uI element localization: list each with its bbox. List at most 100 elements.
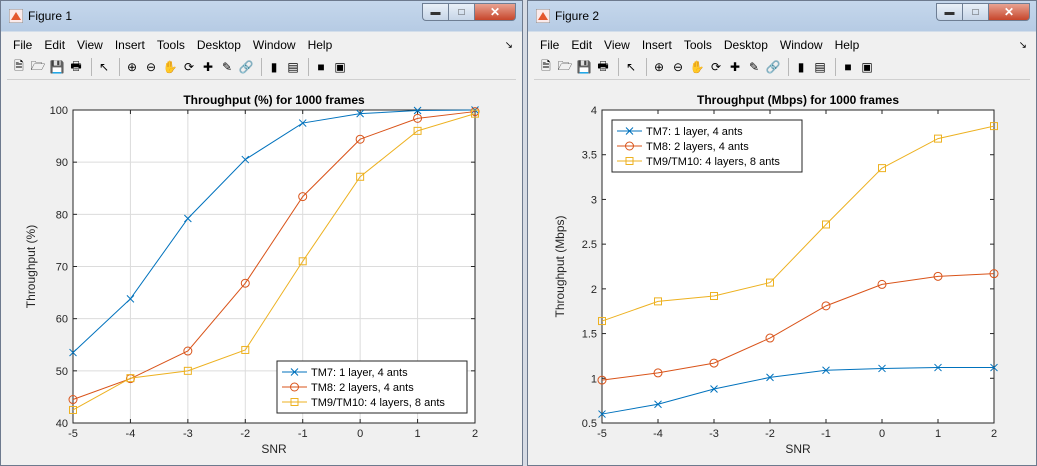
menu-insert[interactable]: Insert (641, 38, 672, 52)
maximize-button[interactable]: □ (448, 3, 474, 21)
menu-view[interactable]: View (604, 38, 630, 52)
open-file-icon[interactable]: 🗁 (557, 58, 573, 73)
menu-desktop[interactable]: Desktop (196, 38, 241, 52)
chart: -5 -4 -3 -2 -1 0 1 2 0.5 1 1.5 2 2.5 3 3.5 4 Throughput … (553, 93, 999, 456)
series-line (72, 111, 476, 400)
data-point (877, 279, 887, 289)
minimize-button[interactable]: ▬ (936, 3, 962, 21)
menu-help[interactable]: Help (834, 38, 860, 52)
menu-edit[interactable]: Edit (44, 38, 66, 52)
y-tick-label: 4 (591, 105, 597, 117)
x-tick-label: 1 (935, 428, 941, 440)
rotate-3d-icon[interactable]: ⟳ (710, 60, 722, 74)
x-tick-label: -1 (298, 428, 308, 440)
toolbar-separator (119, 58, 120, 76)
save-icon[interactable]: 💾 (576, 60, 592, 74)
brush-icon[interactable]: ✎ (221, 60, 233, 74)
close-button[interactable]: ✕ (988, 3, 1030, 21)
colorbar-icon[interactable]: ▮ (797, 60, 805, 74)
toolbar-separator (91, 58, 92, 76)
new-figure-icon[interactable]: 🗎 (541, 58, 551, 73)
series-line (601, 367, 994, 415)
menu-file[interactable]: File (540, 38, 560, 52)
zoom-out-icon[interactable]: ⊖ (145, 60, 157, 74)
data-point (241, 345, 250, 354)
maximize-button[interactable]: □ (962, 3, 988, 21)
save-icon[interactable]: 💾 (49, 60, 65, 74)
y-tick-label: 100 (50, 105, 68, 117)
figure-2-window: Figure 2 ▬ □ ✕ File Edit View Insert Too… (527, 0, 1037, 466)
zoom-in-icon[interactable]: ⊕ (126, 60, 138, 74)
title-bar[interactable]: Figure 2 ▬ □ ✕ (528, 1, 1036, 31)
menu-file[interactable]: File (13, 38, 33, 52)
hide-plot-tools-icon[interactable]: ■ (844, 60, 852, 74)
show-plot-tools-icon[interactable]: ▣ (861, 60, 873, 74)
print-icon[interactable]: 🖶 (597, 58, 609, 73)
show-plot-tools-icon[interactable]: ▣ (334, 60, 346, 74)
toolbar-separator (618, 58, 619, 76)
toolbar-separator (308, 58, 309, 76)
data-point (356, 109, 364, 118)
dock-arrow-icon[interactable]: ↘ (1018, 39, 1027, 51)
figure-1-window: Figure 1 ▬ □ ✕ File Edit View Insert Too… (0, 0, 523, 466)
minimize-icon: ▬ (944, 6, 955, 18)
pan-icon[interactable]: ✋ (162, 60, 178, 74)
close-button[interactable]: ✕ (474, 3, 516, 21)
data-point (290, 368, 299, 376)
link-plot-icon[interactable]: 🔗 (238, 60, 254, 74)
data-point (822, 366, 830, 375)
legend-icon[interactable]: ▤ (287, 60, 299, 74)
toolbar-separator (646, 58, 647, 76)
data-point (413, 126, 422, 135)
rotate-3d-icon[interactable]: ⟳ (183, 60, 195, 74)
data-point (126, 374, 135, 383)
data-cursor-icon[interactable]: ✚ (202, 60, 214, 74)
pan-icon[interactable]: ✋ (689, 60, 705, 74)
zoom-in-icon[interactable]: ⊕ (653, 60, 665, 74)
menu-help[interactable]: Help (307, 38, 333, 52)
brush-icon[interactable]: ✎ (748, 60, 760, 74)
minimize-button[interactable]: ▬ (422, 3, 448, 21)
data-point (183, 366, 192, 375)
legend[interactable] (611, 119, 803, 173)
y-tick-label: 2 (591, 284, 597, 296)
data-point (990, 363, 998, 372)
menu-window[interactable]: Window (779, 38, 823, 52)
data-point (654, 297, 662, 306)
data-point (126, 294, 135, 303)
open-file-icon[interactable]: 🗁 (30, 58, 46, 73)
menu-window[interactable]: Window (252, 38, 296, 52)
data-point (413, 106, 422, 115)
data-point (184, 214, 192, 223)
menu-tools[interactable]: Tools (156, 38, 185, 52)
x-axis-label: SNR (785, 442, 811, 456)
colorbar-icon[interactable]: ▮ (270, 60, 278, 74)
menu-desktop[interactable]: Desktop (723, 38, 768, 52)
dock-arrow-icon[interactable]: ↘ (504, 39, 513, 51)
minimize-icon: ▬ (430, 6, 441, 18)
menu-tools[interactable]: Tools (683, 38, 712, 52)
x-tick-label: -2 (240, 428, 250, 440)
legend-icon[interactable]: ▤ (814, 60, 826, 74)
pointer-icon[interactable]: ↖ (625, 60, 637, 74)
menu-insert[interactable]: Insert (114, 38, 145, 52)
data-point (69, 405, 77, 414)
pointer-icon[interactable]: ↖ (98, 60, 110, 74)
data-cursor-icon[interactable]: ✚ (729, 60, 741, 74)
menu-edit[interactable]: Edit (571, 38, 593, 52)
title-bar[interactable]: Figure 1 ▬ □ ✕ (1, 1, 522, 31)
link-plot-icon[interactable]: 🔗 (765, 60, 781, 74)
legend[interactable] (276, 360, 468, 414)
data-point (933, 271, 943, 281)
menu-view[interactable]: View (77, 38, 103, 52)
y-tick-label: 3 (591, 194, 597, 206)
x-tick-label: 1 (415, 428, 421, 440)
chart: -5 -4 -3 -2 -1 0 1 2 40 50 60 70 80 90 100 Throughput (… (24, 93, 480, 456)
y-tick-label: 90 (56, 157, 68, 169)
zoom-out-icon[interactable]: ⊖ (672, 60, 684, 74)
axes-box (601, 109, 995, 424)
hide-plot-tools-icon[interactable]: ■ (317, 60, 325, 74)
print-icon[interactable]: 🖶 (70, 58, 82, 73)
new-figure-icon[interactable]: 🗎 (14, 58, 24, 73)
x-tick-label: 0 (357, 428, 363, 440)
